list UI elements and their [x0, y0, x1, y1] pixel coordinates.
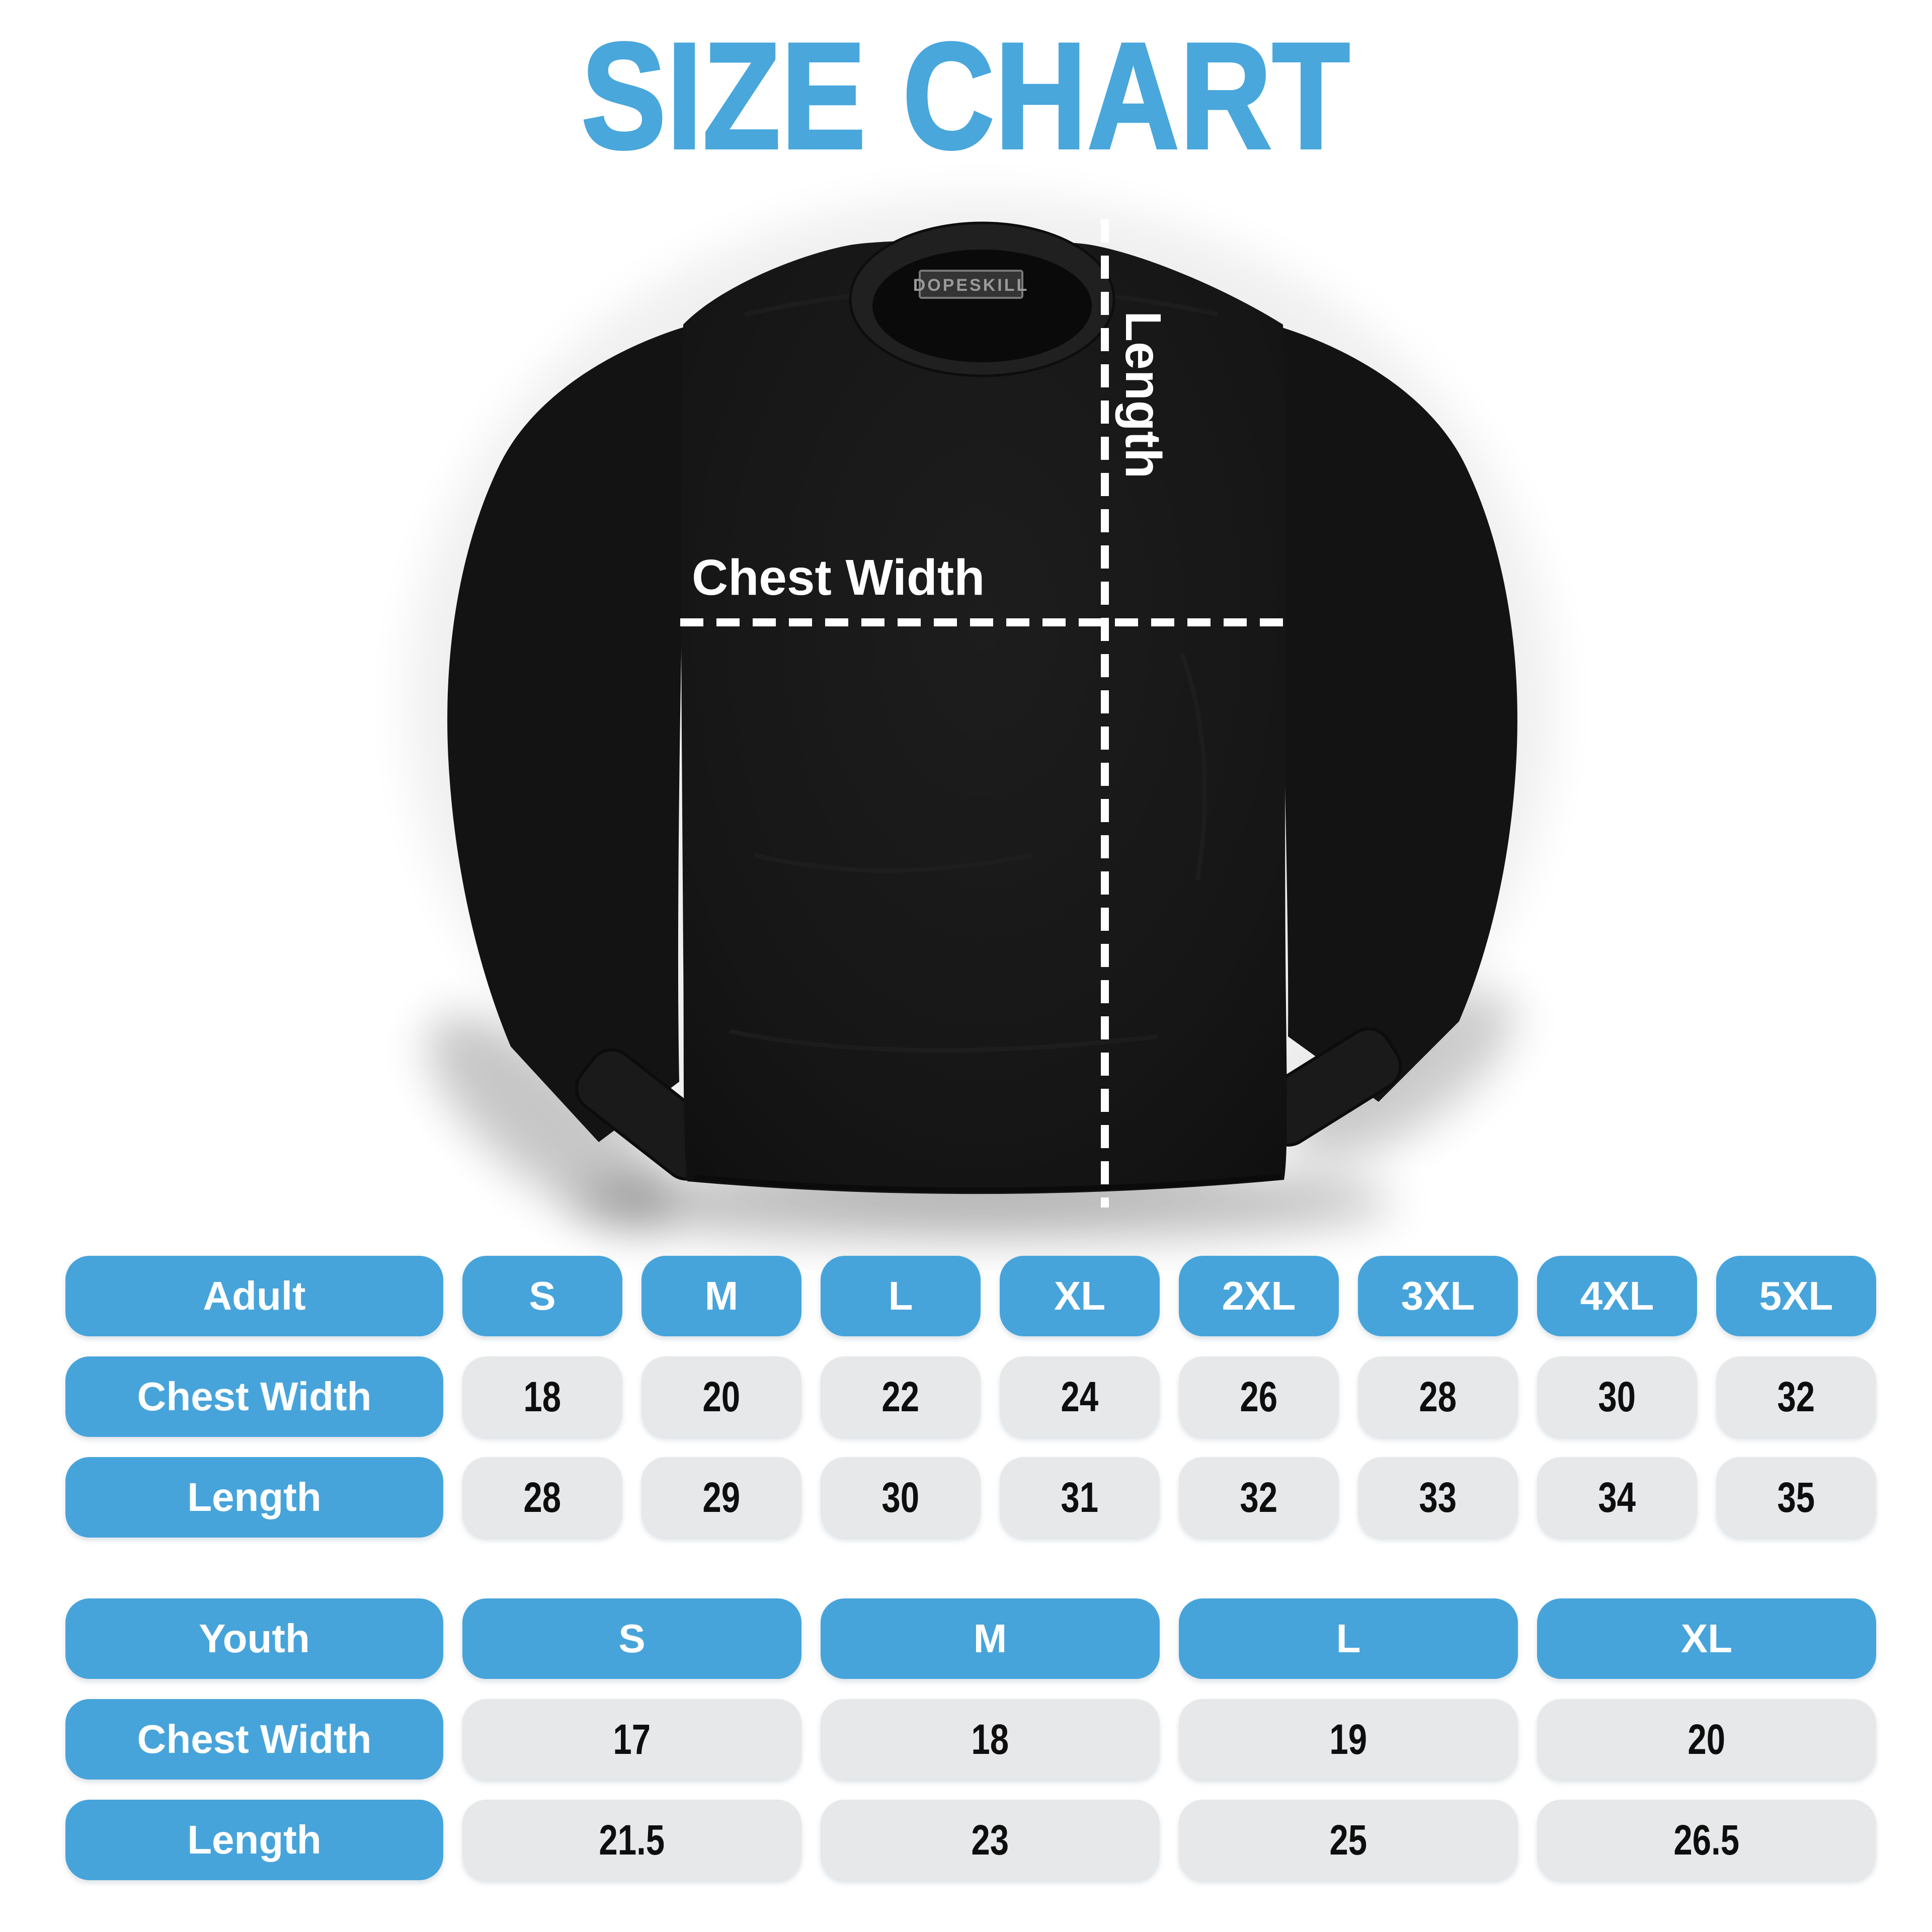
adult-size-header: L	[821, 1256, 981, 1336]
youth-chest-width-value: 18	[821, 1699, 1160, 1780]
adult-chest-width-value: 24	[1000, 1356, 1160, 1437]
adult-length-row-label: Length	[65, 1457, 443, 1538]
chest-width-label: Chest Width	[692, 549, 985, 606]
youth-chest-width-value: 17	[462, 1699, 801, 1780]
adult-length-value: 30	[821, 1457, 981, 1538]
adult-length-value: 35	[1716, 1457, 1876, 1538]
youth-length-value: 21.5	[462, 1800, 801, 1880]
youth-size-header: M	[821, 1598, 1160, 1679]
page-title: SIZE CHART	[580, 10, 1351, 182]
youth-size-header: L	[1179, 1598, 1518, 1679]
youth-length-value: 23	[821, 1800, 1160, 1880]
shirt-hem-seam	[694, 1174, 1281, 1193]
youth-length-value: 25	[1179, 1800, 1518, 1880]
adult-length-value: 29	[641, 1457, 801, 1538]
youth-size-header: S	[462, 1598, 801, 1679]
shirt-sleeve-right	[1280, 327, 1517, 1102]
youth-size-header: XL	[1537, 1598, 1876, 1679]
adult-size-header: 4XL	[1537, 1256, 1697, 1336]
adult-size-header: M	[641, 1256, 801, 1336]
adult-chest-width-value: 22	[821, 1356, 981, 1437]
adult-size-header: 3XL	[1358, 1256, 1518, 1336]
adult-chest-width-value: 18	[462, 1356, 622, 1437]
adult-length-value: 34	[1537, 1457, 1697, 1538]
adult-length-value: 33	[1358, 1457, 1518, 1538]
youth-chest-width-row-label: Chest Width	[65, 1699, 443, 1780]
shirt-sleeve-left	[447, 327, 684, 1142]
adult-chest-width-value: 28	[1358, 1356, 1518, 1437]
adult-chest-width-row-label: Chest Width	[65, 1356, 443, 1437]
adult-size-header: 5XL	[1716, 1256, 1876, 1336]
adult-length-value: 32	[1179, 1457, 1339, 1538]
length-label: Length	[1115, 311, 1171, 478]
youth-chest-width-value: 19	[1179, 1699, 1518, 1780]
adult-size-header: S	[462, 1256, 622, 1336]
adult-group-header: Adult	[65, 1256, 443, 1336]
adult-chest-width-value: 20	[641, 1356, 801, 1437]
adult-length-value: 28	[462, 1457, 622, 1538]
youth-length-row-label: Length	[65, 1800, 443, 1880]
brand-label-text: DOPESKILL	[913, 276, 1029, 295]
youth-chest-width-value: 20	[1537, 1699, 1876, 1780]
adult-length-value: 31	[1000, 1457, 1160, 1538]
shirt-wrinkles	[729, 286, 1218, 1053]
adult-size-table: Adult S M L XL 2XL 3XL 4XL 5XL Chest Wid…	[65, 1256, 1877, 1538]
collar-inner	[872, 250, 1092, 362]
youth-size-table: Youth S M L XL Chest Width 17 18 19 20 L…	[65, 1598, 1877, 1880]
youth-group-header: Youth	[65, 1598, 443, 1679]
adult-chest-width-value: 30	[1537, 1356, 1697, 1437]
brand-label-tag	[919, 270, 1023, 299]
adult-chest-width-value: 32	[1716, 1356, 1876, 1437]
adult-size-header: 2XL	[1179, 1256, 1339, 1336]
shirt-body	[681, 239, 1287, 1194]
adult-size-header: XL	[1000, 1256, 1160, 1336]
adult-chest-width-value: 26	[1179, 1356, 1339, 1437]
youth-length-value: 26.5	[1537, 1800, 1876, 1880]
